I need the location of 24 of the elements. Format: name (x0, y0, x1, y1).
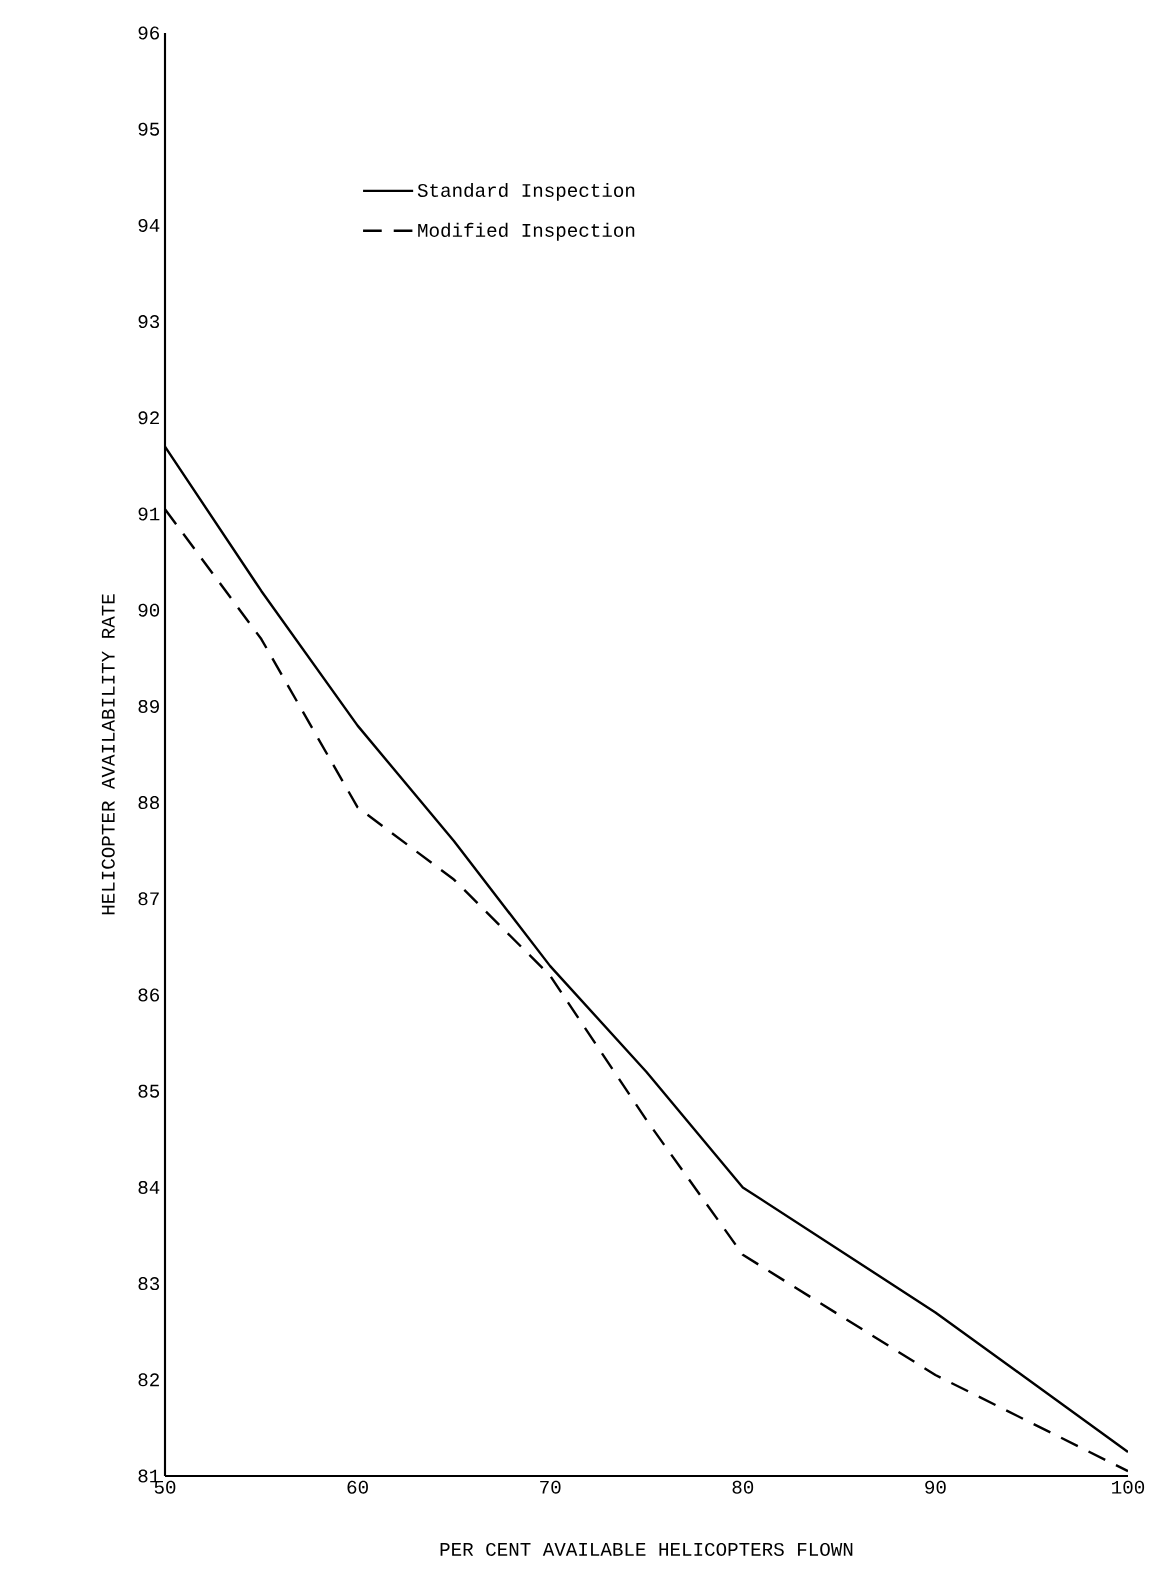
y-tick-label: 95 (138, 122, 160, 136)
x-tick-label: 90 (925, 1480, 946, 1494)
legend-label: Modified Inspection (418, 222, 635, 241)
y-tick-label: 82 (138, 1373, 159, 1387)
legend-label: Standard Inspection (417, 182, 635, 201)
y-tick-label: 90 (138, 603, 160, 617)
x-tick-label: 80 (732, 1480, 754, 1494)
y-tick-label: 86 (138, 988, 160, 1002)
y-tick-label: 84 (138, 1180, 160, 1194)
x-tick-label: 60 (347, 1480, 368, 1494)
y-tick-label: 91 (138, 507, 160, 521)
y-tick-label: 83 (138, 1277, 160, 1291)
y-axis-title: HELICOPTER AVAILABILITY RATE (101, 594, 115, 915)
y-tick-label: 94 (138, 218, 160, 232)
x-axis-title: PER CENT AVAILABLE HELICOPTERS FLOWN (440, 1542, 853, 1556)
y-tick-label: 87 (138, 892, 159, 906)
y-tick-label: 89 (138, 699, 159, 713)
y-tick-label: 96 (138, 26, 160, 40)
x-tick-label: 100 (1112, 1480, 1145, 1494)
y-tick-label: 93 (138, 315, 160, 329)
y-tick-label: 92 (138, 411, 159, 425)
y-tick-label: 85 (138, 1084, 160, 1098)
y-tick-label: 88 (138, 796, 160, 810)
x-tick-label: 70 (540, 1480, 561, 1494)
